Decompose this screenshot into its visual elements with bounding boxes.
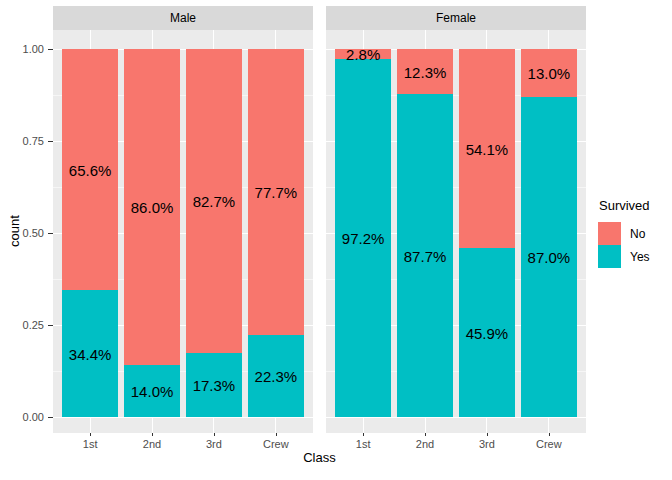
y-tick-label: 1.00 bbox=[4, 43, 44, 55]
bar-label: 87.7% bbox=[404, 247, 447, 264]
bar-label: 14.0% bbox=[131, 383, 174, 400]
y-tick-label: 0.00 bbox=[4, 411, 44, 423]
bar-label: 2.8% bbox=[346, 46, 380, 63]
bar-label: 82.7% bbox=[193, 193, 236, 210]
x-tick-label: 2nd bbox=[143, 438, 161, 450]
x-tick-mark bbox=[152, 433, 153, 436]
bar-label: 45.9% bbox=[466, 324, 509, 341]
legend-title: Survived bbox=[599, 198, 650, 213]
bar-label: 54.1% bbox=[466, 140, 509, 157]
legend-swatch bbox=[598, 222, 621, 245]
y-tick-label: 0.50 bbox=[4, 227, 44, 239]
bar-label: 22.3% bbox=[255, 367, 298, 384]
legend-label: Yes bbox=[630, 250, 650, 264]
bar-label: 97.2% bbox=[342, 230, 385, 247]
x-tick-mark bbox=[276, 433, 277, 436]
facet-strip-label: Female bbox=[436, 11, 476, 25]
legend-item: Yes bbox=[598, 245, 650, 268]
x-tick-mark bbox=[90, 433, 91, 436]
legend-items: No Yes bbox=[598, 222, 650, 268]
bar-label: 65.6% bbox=[69, 161, 112, 178]
bar-label: 13.0% bbox=[528, 64, 571, 81]
bar-label: 17.3% bbox=[193, 377, 236, 394]
x-tick-label: 2nd bbox=[416, 438, 434, 450]
facet-strip-label: Male bbox=[170, 11, 196, 25]
x-tick-label: Crew bbox=[536, 438, 562, 450]
bar-label: 34.4% bbox=[69, 345, 112, 362]
legend-item: No bbox=[598, 222, 650, 245]
x-tick-label: 3rd bbox=[206, 438, 222, 450]
legend-swatch bbox=[598, 245, 621, 268]
bar-label: 77.7% bbox=[255, 183, 298, 200]
x-tick-mark bbox=[425, 433, 426, 436]
legend-label: No bbox=[630, 227, 645, 241]
y-tick-label: 0.75 bbox=[4, 135, 44, 147]
x-axis-title: Class bbox=[53, 450, 586, 465]
bar-label: 86.0% bbox=[131, 199, 174, 216]
major-gridline bbox=[326, 417, 586, 418]
major-gridline bbox=[53, 417, 313, 418]
facet-panel: 34.4% 65.6% 14.0% 86.0% 17.3% 82.7% 22.3% 77.7% bbox=[53, 30, 313, 433]
facet-strip: Female bbox=[326, 6, 586, 30]
x-tick-mark bbox=[549, 433, 550, 436]
y-tick-label: 0.25 bbox=[4, 319, 44, 331]
bar-label: 87.0% bbox=[528, 248, 571, 265]
x-tick-mark bbox=[363, 433, 364, 436]
bar-label: 12.3% bbox=[404, 63, 447, 80]
facet-panel: 97.2% 2.8% 87.7% 12.3% 45.9% 54.1% 87.0% 13.0% bbox=[326, 30, 586, 433]
x-tick-mark bbox=[487, 433, 488, 436]
facet-strip: Male bbox=[53, 6, 313, 30]
x-tick-mark bbox=[214, 433, 215, 436]
chart-figure: count 1.000.750.500.250.00 Male34.4%65.6… bbox=[0, 0, 672, 480]
x-tick-label: 1st bbox=[83, 438, 98, 450]
x-tick-label: 3rd bbox=[479, 438, 495, 450]
x-tick-label: Crew bbox=[263, 438, 289, 450]
x-tick-label: 1st bbox=[356, 438, 371, 450]
